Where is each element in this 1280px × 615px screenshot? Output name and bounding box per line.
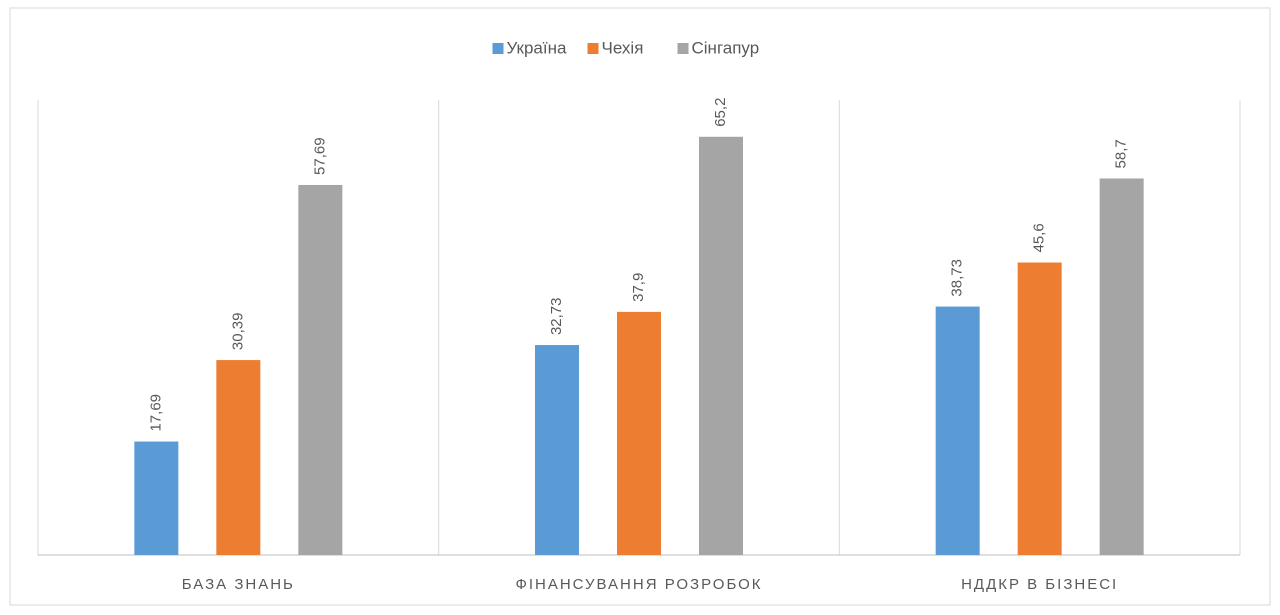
data-label: 17,69 <box>147 394 164 432</box>
data-label: 57,69 <box>311 137 328 175</box>
bar <box>298 184 343 556</box>
bar <box>935 306 980 555</box>
legend-label: Чехія <box>602 38 644 57</box>
legend-label: Україна <box>507 38 567 57</box>
x-tick-label: БАЗА ЗНАНЬ <box>182 576 295 593</box>
x-tick-label: НДДКР В БІЗНЕСІ <box>961 576 1118 593</box>
data-label: 58,7 <box>1113 139 1130 168</box>
bar <box>535 345 579 555</box>
data-label: 45,6 <box>1031 223 1048 252</box>
legend-swatch <box>677 43 689 54</box>
bar <box>617 311 661 555</box>
bar <box>699 136 743 555</box>
bar <box>1099 178 1144 555</box>
legend-label: Сінгапур <box>692 38 760 57</box>
x-tick-label: ФІНАНСУВАННЯ РОЗРОБОК <box>515 576 762 593</box>
data-label: 65,2 <box>712 98 729 127</box>
legend-swatch <box>587 43 599 54</box>
data-label: 38,73 <box>949 259 966 297</box>
legend-swatch <box>492 43 504 54</box>
data-label: 37,9 <box>630 273 647 302</box>
bar <box>1017 262 1062 555</box>
bar <box>134 441 179 555</box>
data-label: 30,39 <box>229 313 246 351</box>
bar <box>216 360 261 555</box>
data-label: 32,73 <box>548 298 565 336</box>
